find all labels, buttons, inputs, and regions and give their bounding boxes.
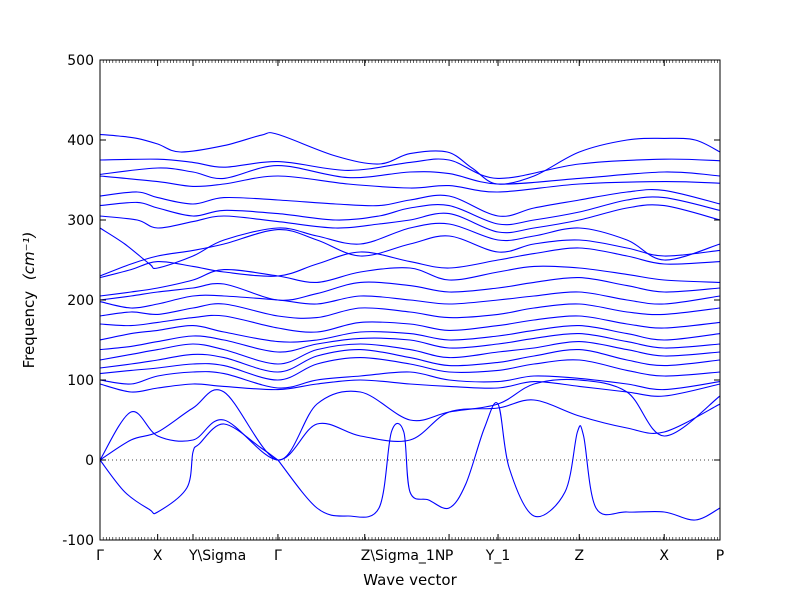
band-line-18 <box>99 341 721 365</box>
x-axis-label: Wave vector <box>363 571 457 589</box>
band-line-24 <box>99 399 721 461</box>
band-line-25 <box>99 423 279 515</box>
band-line-15 <box>99 314 721 333</box>
band-line-2 <box>99 158 721 179</box>
x-tick-label-1: Γ <box>96 548 104 564</box>
band-line-17 <box>99 333 721 353</box>
x-tick-label-3: Y\Sigma <box>188 548 246 564</box>
band-line-7 <box>99 204 721 234</box>
band-line-14 <box>99 303 721 319</box>
x-tick-label-5: Z\Sigma_1N <box>361 548 446 564</box>
x-tick-label-9: X <box>659 548 669 564</box>
band-line-11 <box>99 265 721 297</box>
y-tick-label--100: -100 <box>62 533 94 549</box>
band-line-6 <box>99 196 721 226</box>
y-tick-label-200: 200 <box>67 293 94 309</box>
x-tick-label-6: P <box>445 548 453 564</box>
x-tick-label-8: Z <box>574 548 584 564</box>
band-line-19 <box>99 349 721 373</box>
y-tick-label-0: 0 <box>85 453 94 469</box>
band-lines-group <box>99 132 721 521</box>
x-tick-label-2: X <box>153 548 163 564</box>
y-tick-label-100: 100 <box>67 373 94 389</box>
band-line-8 <box>99 222 721 270</box>
band-line-26 <box>277 402 721 521</box>
band-line-5 <box>99 189 721 217</box>
x-minor-ticks-group <box>99 60 718 540</box>
x-ticks-group: Γ X Y\Sigma Γ Z\Sigma_1N P Y_1 Z X P <box>96 60 724 564</box>
band-line-13 <box>99 291 721 309</box>
x-tick-label-7: Y_1 <box>485 548 510 564</box>
y-axis-label-text: Frequency <box>20 291 38 369</box>
y-tick-label-500: 500 <box>67 53 94 69</box>
band-line-4 <box>99 175 721 193</box>
x-tick-label-4: Γ <box>274 548 282 564</box>
band-line-22 <box>99 379 721 397</box>
band-line-10 <box>99 247 721 279</box>
band-line-12 <box>99 277 721 301</box>
y-axis-label: Frequency (cm⁻¹) <box>20 232 38 369</box>
y-tick-label-300: 300 <box>67 213 94 229</box>
band-line-1 <box>99 132 721 185</box>
y-tick-label-400: 400 <box>67 133 94 149</box>
band-line-3 <box>99 165 721 185</box>
x-tick-label-10: P <box>716 548 724 564</box>
band-line-9 <box>99 229 721 277</box>
band-line-23 <box>99 378 721 461</box>
y-axis-label-unit: (cm⁻¹) <box>20 232 38 281</box>
band-line-20 <box>99 357 721 381</box>
band-line-21 <box>99 371 721 391</box>
y-ticks-group: -100 0 100 200 300 400 500 <box>62 53 720 549</box>
band-line-16 <box>99 325 721 343</box>
